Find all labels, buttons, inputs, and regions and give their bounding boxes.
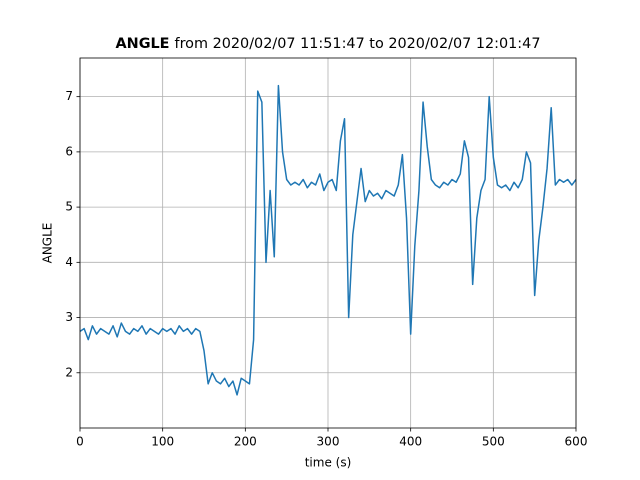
y-tick-label: 6 — [65, 144, 73, 158]
x-tick-label: 0 — [76, 435, 84, 449]
x-tick-label: 500 — [482, 435, 505, 449]
x-tick-label: 100 — [151, 435, 174, 449]
y-tick-label: 2 — [65, 365, 73, 379]
y-tick-label: 7 — [65, 89, 73, 103]
y-tick-label: 5 — [65, 200, 73, 214]
data-line — [79, 84, 577, 396]
title-bold: ANGLE — [116, 36, 170, 52]
x-axis-label: time (s) — [305, 456, 352, 470]
x-tick-label: 300 — [317, 435, 340, 449]
y-axis-label: ANGLE — [41, 223, 55, 264]
y-tick-label: 4 — [65, 255, 73, 269]
chart-title: ANGLE from 2020/02/07 11:51:47 to 2020/02… — [116, 36, 541, 52]
axes-frame — [79, 57, 577, 429]
title-rest: from 2020/02/07 11:51:47 to 2020/02/07 1… — [175, 36, 541, 52]
y-tick-label: 3 — [65, 310, 73, 324]
x-tick-label: 400 — [399, 435, 422, 449]
x-tick-label: 200 — [234, 435, 257, 449]
title-backdrop — [80, 40, 150, 52]
x-tick-label: 600 — [565, 435, 588, 449]
